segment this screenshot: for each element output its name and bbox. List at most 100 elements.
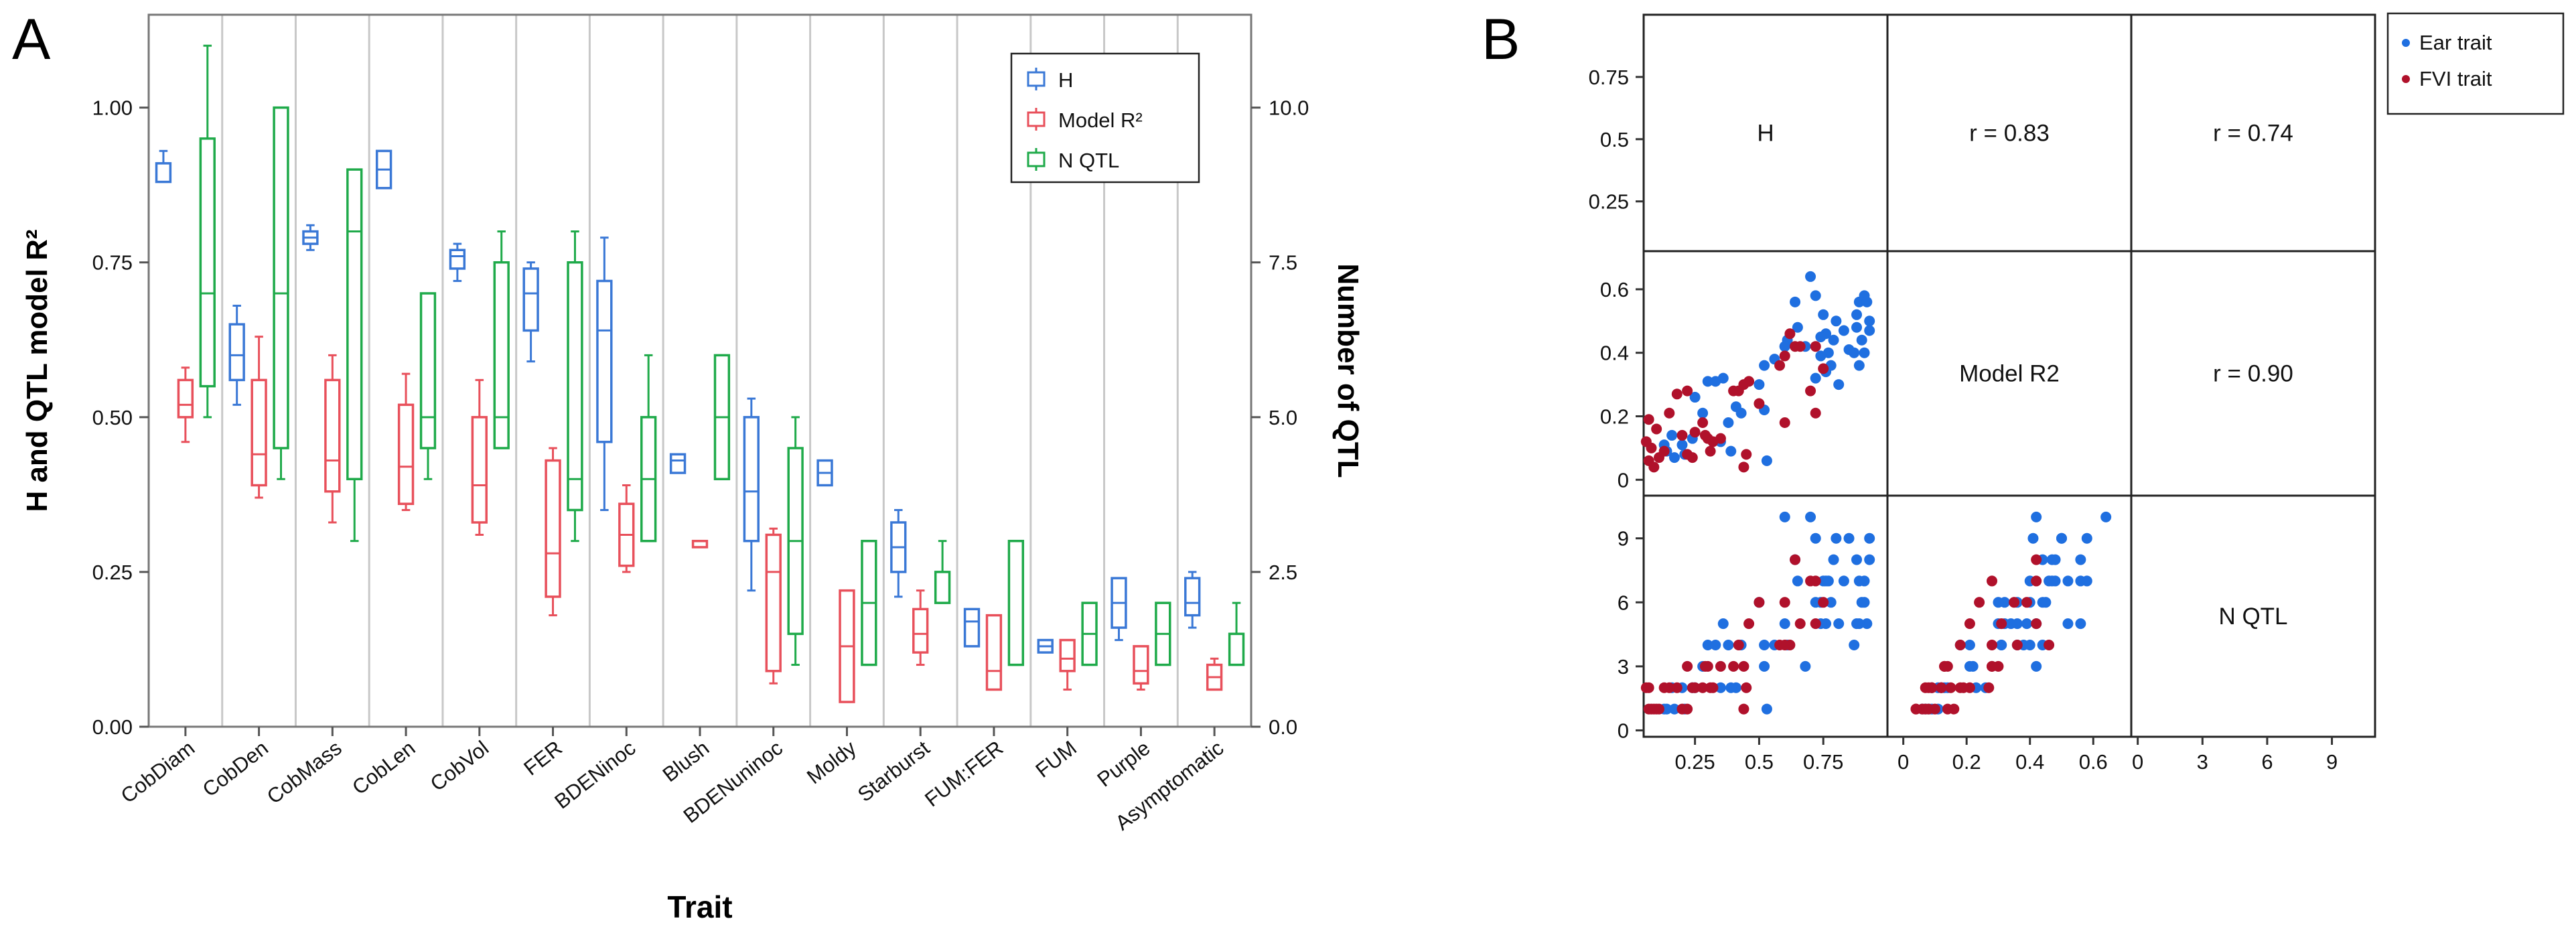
legend-label: N QTL: [1058, 149, 1119, 172]
ear-trait-point: [2024, 640, 2035, 651]
fvi-trait-point: [1958, 682, 1969, 693]
fvi-trait-point: [1779, 417, 1790, 428]
fvi-trait-point: [1689, 427, 1701, 438]
legend-b-marker: [2402, 75, 2410, 83]
ear-trait-point: [1851, 309, 1863, 320]
x-tick-label: FER: [519, 736, 566, 780]
box: [493, 261, 510, 449]
box: [596, 279, 613, 443]
y-right-axis-title: Number of QTL: [1332, 263, 1364, 478]
y-left-axis-title: H and QTL model R²: [21, 229, 54, 512]
matrix-y-tick-label: 0.5: [1600, 128, 1629, 151]
ear-trait-point: [1702, 640, 1713, 651]
ear-trait-point: [1668, 452, 1680, 464]
y-left-tick-label: 1.00: [92, 96, 133, 120]
ear-trait-point: [1702, 376, 1713, 387]
fvi-trait-point: [1738, 660, 1749, 672]
ear-trait-point: [1710, 640, 1721, 651]
diag-label-h: H: [1757, 121, 1774, 147]
fvi-trait-point: [1993, 660, 2004, 672]
correlation-h-r2: r = 0.83: [1969, 121, 2050, 147]
matrix-x-tick-label: 0.25: [1674, 750, 1715, 774]
fvi-trait-point: [1664, 407, 1675, 419]
ear-trait-point: [2075, 575, 2086, 587]
fvi-trait-point: [1964, 618, 1975, 630]
fvi-trait-point: [1651, 423, 1662, 435]
ear-trait-point: [1853, 296, 1865, 307]
fvi-trait-point: [1910, 703, 1922, 715]
y-right-tick-label: 5.0: [1269, 406, 1297, 429]
box: [273, 106, 289, 449]
fvi-trait-point: [1939, 660, 1950, 672]
fvi-trait-point: [1987, 640, 1997, 651]
scatter-matrix: H Model R2 N QTL r = 0.83 r = 0.74 r = 0.90 0.…: [1589, 12, 2565, 774]
x-tick-label: FUM:FER: [920, 736, 1007, 811]
legend-label: Model R²: [1058, 109, 1143, 132]
matrix-x-tick-label: 0: [1898, 750, 1909, 774]
box: [934, 571, 951, 604]
legend-b-marker: [2402, 39, 2410, 47]
matrix-y-tick-label: 0.2: [1600, 405, 1629, 428]
fvi-trait-point: [1671, 682, 1683, 693]
fvi-trait-point: [1954, 640, 1966, 651]
ear-trait-point: [1815, 350, 1827, 362]
x-tick-label: FUM: [1031, 736, 1081, 782]
ear-trait-point: [1864, 325, 1875, 336]
matrix-x-tick-label: 6: [2261, 750, 2273, 774]
box: [1059, 638, 1076, 672]
fvi-trait-point: [1942, 703, 1953, 715]
fvi-trait-point: [1676, 429, 1688, 441]
box: [669, 453, 687, 474]
ear-trait-point: [1689, 392, 1701, 403]
matrix-x-tick-label: 9: [2326, 750, 2338, 774]
x-tick-label: Blush: [658, 736, 714, 786]
ear-trait-point: [2031, 511, 2042, 522]
y-left-tick-label: 0.75: [92, 251, 133, 275]
matrix-y-tick-label: 0: [1618, 719, 1629, 742]
ear-trait-point: [1851, 322, 1863, 333]
ear-trait-point: [1831, 315, 1842, 327]
x-tick-label: Purple: [1093, 736, 1155, 792]
fvi-trait-point: [1705, 682, 1716, 693]
ear-trait-point: [2100, 511, 2112, 522]
matrix-y-tick-label: 0.6: [1600, 278, 1629, 301]
ear-trait-point: [1828, 334, 1839, 346]
ear-trait-point: [1759, 360, 1770, 371]
ear-trait-point: [2040, 597, 2052, 608]
box: [1184, 577, 1201, 617]
fvi-trait-point: [2031, 554, 2042, 565]
x-tick-label: CobMass: [263, 736, 346, 808]
box: [324, 378, 341, 493]
ear-trait-point: [1759, 660, 1770, 672]
matrix-y-tick-label: 6: [1618, 591, 1629, 614]
matrix-y-tick-label: 3: [1618, 655, 1629, 679]
box: [963, 608, 981, 648]
fvi-trait-point: [1774, 360, 1786, 371]
box: [155, 162, 172, 184]
box: [1133, 645, 1149, 685]
ear-trait-point: [2046, 575, 2058, 587]
correlation-r2-nqtl: r = 0.90: [2213, 361, 2293, 387]
ear-trait-point: [1805, 511, 1816, 522]
fvi-trait-point: [1794, 618, 1806, 630]
matrix-x-tick-label: 3: [2197, 750, 2208, 774]
fvi-trait-point: [1697, 682, 1709, 693]
box: [228, 323, 245, 382]
legend-swatch: [1027, 71, 1046, 87]
x-tick-label: CobVol: [426, 736, 493, 796]
ear-trait-point: [1853, 618, 1865, 630]
ear-trait-point: [1853, 360, 1865, 371]
fvi-trait-point: [1671, 388, 1683, 400]
ear-trait-point: [1859, 597, 1870, 608]
fvi-trait-point: [1682, 660, 1693, 672]
box: [765, 533, 782, 672]
fvi-trait-point: [1702, 433, 1713, 444]
fvi-trait-point: [1682, 703, 1693, 715]
matrix-x-tick-label: 0.4: [2015, 750, 2044, 774]
ear-trait-point: [1668, 703, 1680, 715]
fvi-trait-point: [1810, 618, 1821, 630]
x-tick-label: CobDen: [198, 736, 273, 802]
matrix-y-tick-label: 0.4: [1600, 342, 1629, 365]
ear-trait-point: [1849, 640, 1860, 651]
legend-swatch: [1027, 151, 1046, 167]
